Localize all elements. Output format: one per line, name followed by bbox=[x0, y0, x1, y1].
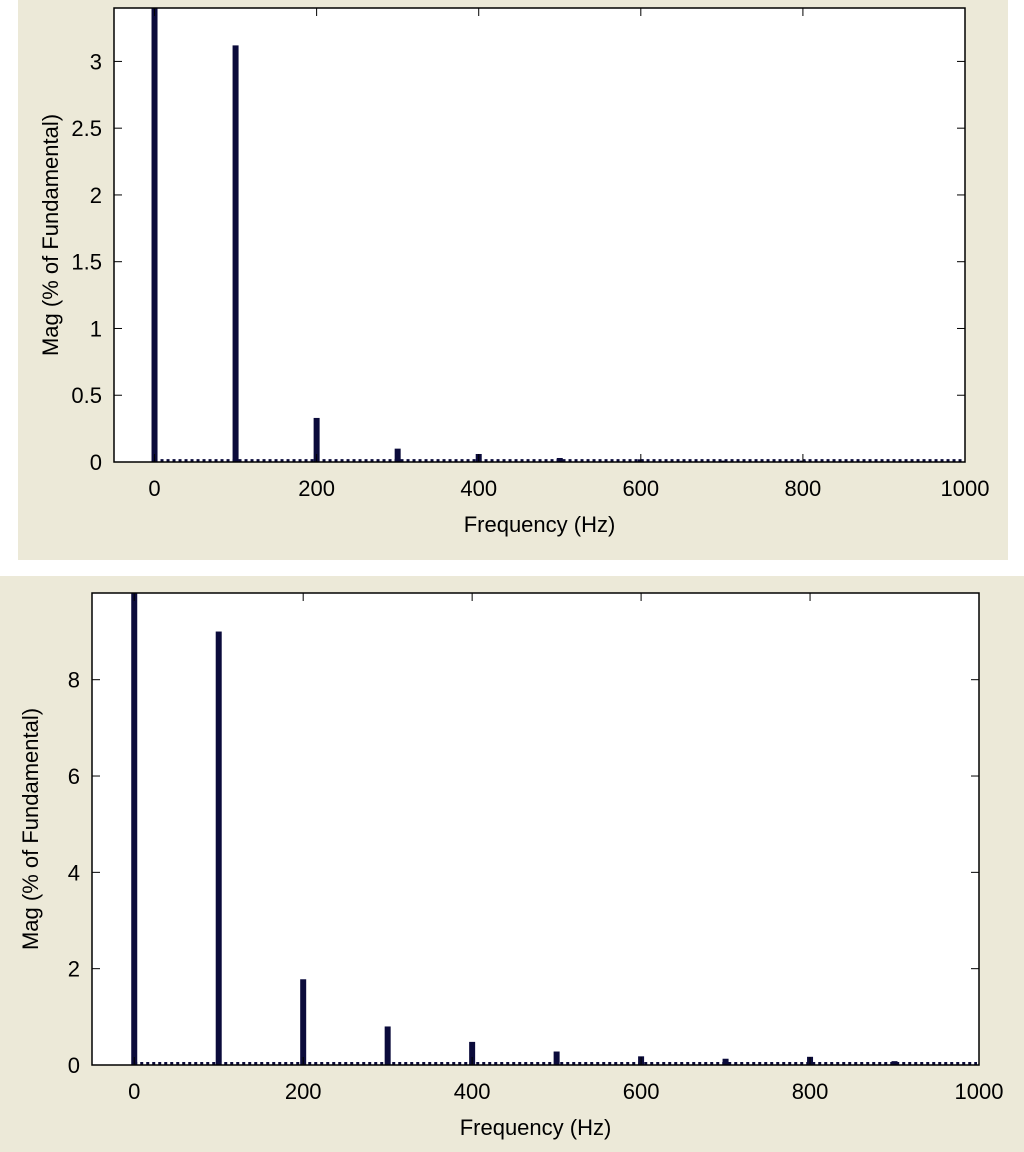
y-axis-label: Mag (% of Fundamental) bbox=[18, 708, 43, 950]
x-tick-label: 1000 bbox=[955, 1079, 1004, 1104]
y-tick-label: 1 bbox=[90, 316, 102, 341]
y-tick-label: 0.5 bbox=[71, 383, 102, 408]
x-axis-label: Frequency (Hz) bbox=[460, 1115, 612, 1140]
bar-300hz bbox=[384, 1026, 391, 1065]
plot-area bbox=[92, 593, 979, 1065]
y-tick-label: 2.5 bbox=[71, 116, 102, 141]
x-tick-label: 800 bbox=[792, 1079, 829, 1104]
spectrum-figure-bottom: 0 200 400 600 800 1000 0 2 4 6 8 Frequency (Hz) Mag … bbox=[0, 576, 1024, 1152]
y-tick-label: 8 bbox=[68, 668, 80, 693]
x-tick-label: 200 bbox=[298, 476, 335, 501]
y-tick-label: 0 bbox=[90, 450, 102, 475]
bar-300hz bbox=[394, 448, 401, 462]
axes-box bbox=[113, 7, 966, 463]
spectrum-chart-bottom: 0 200 400 600 800 1000 0 2 4 6 8 Frequency (Hz) Mag … bbox=[18, 592, 1004, 1140]
x-tick-label: 400 bbox=[460, 476, 497, 501]
y-tick-label: 0 bbox=[68, 1053, 80, 1078]
y-tick-label: 2 bbox=[90, 183, 102, 208]
x-tick-label: 400 bbox=[454, 1079, 491, 1104]
x-tick-label: 800 bbox=[785, 476, 822, 501]
y-tick-label: 6 bbox=[68, 764, 80, 789]
bar-500hz bbox=[553, 1051, 560, 1065]
bar-0hz bbox=[151, 8, 158, 462]
y-axis-label: Mag (% of Fundamental) bbox=[38, 114, 63, 356]
y-tick-label: 4 bbox=[68, 860, 80, 885]
bar-100hz bbox=[215, 631, 222, 1065]
x-tick-label: 0 bbox=[148, 476, 160, 501]
x-tick-label: 200 bbox=[285, 1079, 322, 1104]
y-tick-label: 3 bbox=[90, 49, 102, 74]
x-tick-label: 600 bbox=[622, 476, 659, 501]
axes-box bbox=[91, 592, 980, 1066]
bar-400hz bbox=[469, 1041, 476, 1065]
y-tick-label: 2 bbox=[68, 957, 80, 982]
bar-100hz bbox=[232, 45, 239, 462]
x-axis-label: Frequency (Hz) bbox=[464, 512, 616, 537]
spectrum-chart-top: 0 200 400 600 800 1000 0 0.5 1 1.5 2 2.5 3 Frequency … bbox=[38, 7, 990, 537]
x-tick-label: 1000 bbox=[941, 476, 990, 501]
spectrum-figure-top: 0 200 400 600 800 1000 0 0.5 1 1.5 2 2.5 3 Frequency … bbox=[18, 0, 1008, 560]
bar-200hz bbox=[313, 417, 320, 462]
x-tick-label: 0 bbox=[128, 1079, 140, 1104]
bar-0hz bbox=[131, 593, 138, 1065]
y-tick-label: 1.5 bbox=[71, 250, 102, 275]
plot-area bbox=[114, 8, 965, 462]
x-tick-label: 600 bbox=[623, 1079, 660, 1104]
bar-900hz bbox=[891, 1061, 898, 1065]
bar-500hz bbox=[556, 457, 563, 462]
bar-700hz bbox=[722, 1058, 729, 1065]
bar-200hz bbox=[300, 979, 307, 1065]
